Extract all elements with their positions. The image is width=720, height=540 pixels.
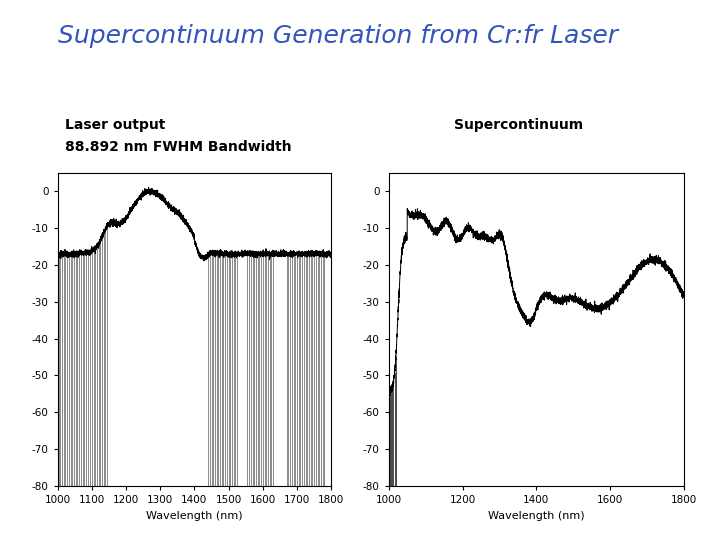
X-axis label: Wavelength (nm): Wavelength (nm) [146,511,243,521]
Text: Supercontinuum: Supercontinuum [454,118,582,132]
Text: Laser output: Laser output [65,118,165,132]
Text: Supercontinuum Generation from Cr:fr Laser: Supercontinuum Generation from Cr:fr Las… [58,24,618,48]
X-axis label: Wavelength (nm): Wavelength (nm) [488,511,585,521]
Text: 88.892 nm FWHM Bandwidth: 88.892 nm FWHM Bandwidth [65,140,292,154]
